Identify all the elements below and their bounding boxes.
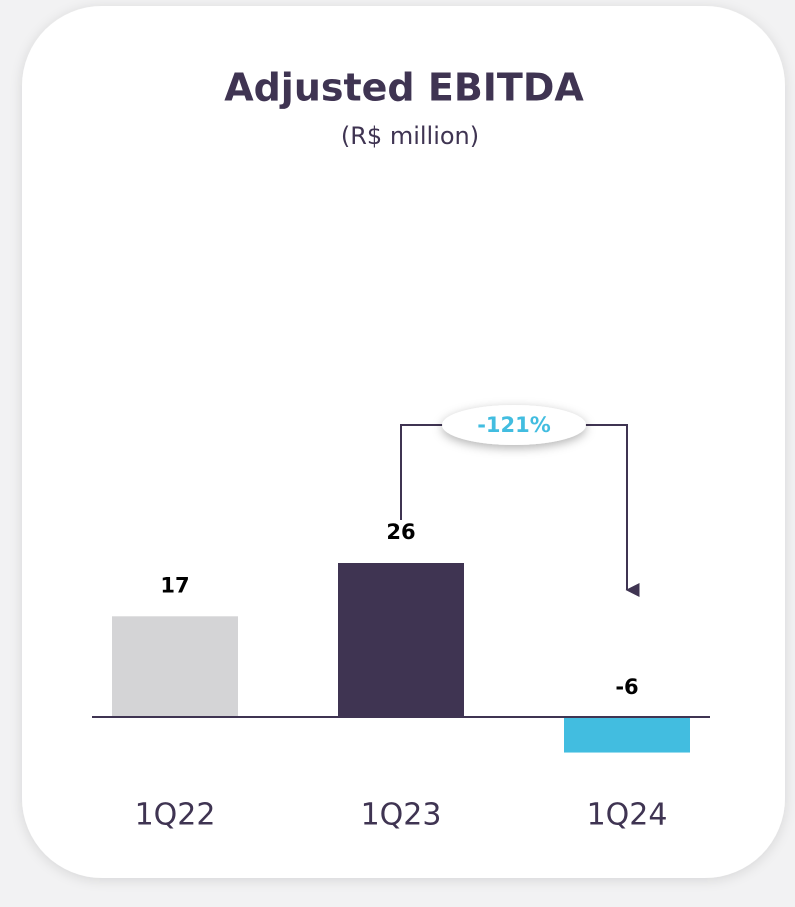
chart-subtitle: (R$ million) <box>341 122 479 150</box>
x-tick-label: 1Q24 <box>587 798 668 833</box>
x-tick-label: 1Q22 <box>135 798 216 833</box>
bar <box>338 563 464 717</box>
data-label: 26 <box>386 520 415 544</box>
annotation-pill <box>442 405 586 445</box>
data-label: 17 <box>160 573 189 597</box>
bar <box>112 616 238 717</box>
data-label: -6 <box>615 675 638 699</box>
annotation: -121% <box>477 413 551 437</box>
x-tick-label: 1Q23 <box>361 798 442 833</box>
chart-title: Adjusted EBITDA <box>224 66 584 110</box>
bar <box>564 717 690 753</box>
